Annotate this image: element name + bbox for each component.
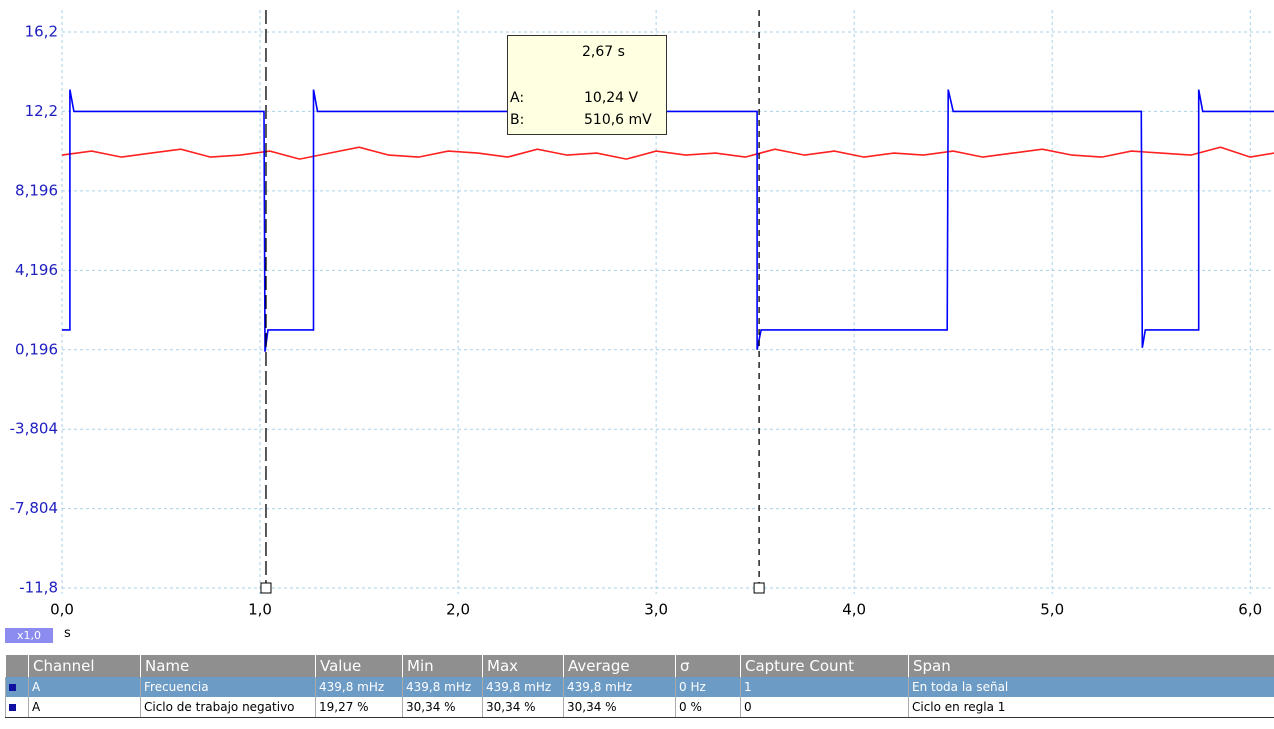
- x-tick-label: 5,0: [1040, 601, 1064, 619]
- table-cell: En toda la señal: [908, 677, 1274, 697]
- x-scale-button[interactable]: x1,0: [5, 628, 53, 643]
- x-tick-label: 3,0: [644, 601, 668, 619]
- table-cell: 1: [740, 677, 909, 697]
- header-cell: Min: [402, 655, 483, 677]
- row-marker: [5, 697, 29, 718]
- x-unit: s: [64, 626, 71, 641]
- table-cell: 439,8 mHz: [563, 677, 676, 697]
- x-tick-label: 2,0: [446, 601, 470, 619]
- table-cell: 0 Hz: [675, 677, 741, 697]
- x-tick-label: 1,0: [248, 601, 272, 619]
- cursor-handle: [753, 582, 765, 594]
- y-tick-label: -7,804: [10, 499, 58, 517]
- y-tick-label: 8,196: [15, 181, 58, 199]
- y-tick-label: -11,8: [19, 579, 58, 597]
- tooltip-label: B:: [510, 112, 525, 128]
- table-cell: 439,8 mHz: [402, 677, 483, 697]
- channel-swatch: [9, 704, 16, 711]
- table-cell: 439,8 mHz: [315, 677, 403, 697]
- header-cell: Channel: [28, 655, 141, 677]
- table-cell: 0 %: [675, 697, 741, 718]
- table-cell: Frecuencia: [140, 677, 316, 697]
- header-cell: Max: [482, 655, 564, 677]
- table-cell: 30,34 %: [482, 697, 564, 718]
- y-tick-label: 4,196: [15, 261, 58, 279]
- channel-swatch: [9, 684, 16, 691]
- header-cell: Value: [315, 655, 403, 677]
- table-cell: Ciclo en regla 1: [908, 697, 1274, 718]
- header-cell: Average: [563, 655, 676, 677]
- table-cell: A: [28, 677, 141, 697]
- header-cell: Name: [140, 655, 316, 677]
- measurements-table: Channel Name Value Min Max Average σ Capture Co…: [5, 655, 1274, 718]
- tooltip-label: A:: [510, 90, 525, 106]
- y-tick-label: -3,804: [10, 420, 58, 438]
- table-row[interactable]: A Frecuencia 439,8 mHz 439,8 mHz 439,8 mHz 43…: [5, 677, 1274, 697]
- header-cell: [5, 655, 29, 677]
- x-tick-label: 6,0: [1238, 601, 1262, 619]
- table-cell: 19,27 %: [315, 697, 403, 718]
- table-cell: Ciclo de trabajo negativo: [140, 697, 316, 718]
- header-cell: Span: [908, 655, 1274, 677]
- cursor-handle: [260, 582, 272, 594]
- table-row[interactable]: A Ciclo de trabajo negativo 19,27 % 30,34 %…: [5, 697, 1274, 718]
- x-tick-label: 0,0: [50, 601, 74, 619]
- signal-line: [62, 89, 1274, 352]
- tooltip-value: 510,6 mV: [584, 112, 652, 128]
- table-cell: 30,34 %: [563, 697, 676, 718]
- tooltip-delta: 2,67 s: [582, 44, 625, 60]
- signal-line: [61, 146, 1274, 160]
- table-cell: 439,8 mHz: [482, 677, 564, 697]
- table-cell: 30,34 %: [402, 697, 483, 718]
- row-marker: [5, 677, 29, 697]
- table-cell: 0: [740, 697, 909, 718]
- table-cell: A: [28, 697, 141, 718]
- x-tick-label: 4,0: [842, 601, 866, 619]
- chart: 16,2 12,2 8,196 4,196 0,196 -3,804 -7,804 -11,8…: [10, 10, 1274, 619]
- header-row: Channel Name Value Min Max Average σ Capture Co…: [5, 655, 1274, 677]
- tooltip-value: 10,24 V: [584, 90, 639, 106]
- header-cell: σ: [675, 655, 741, 677]
- y-tick-label: 0,196: [15, 340, 58, 358]
- header-cell: Capture Count: [740, 655, 909, 677]
- y-tick-label: 16,2: [25, 23, 58, 41]
- y-tick-label: 12,2: [25, 102, 58, 120]
- cursor-tooltip: 2,67 s A: 10,24 V B: 510,6 mV: [507, 35, 667, 135]
